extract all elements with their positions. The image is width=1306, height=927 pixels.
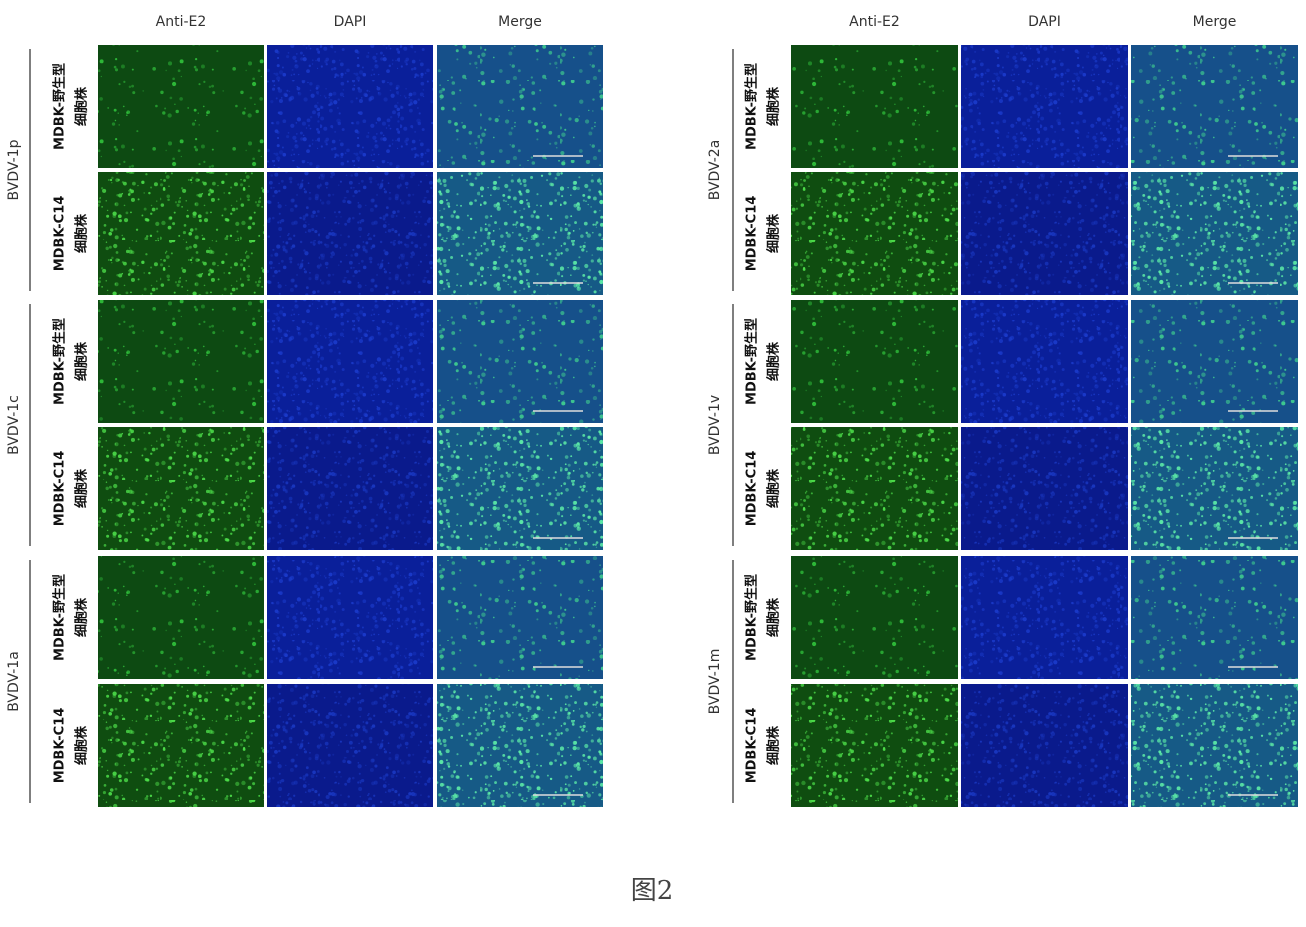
- micrograph: [437, 556, 603, 679]
- column-header: DAPI: [1028, 14, 1061, 30]
- micrograph: [437, 300, 603, 423]
- micrograph: [98, 300, 264, 423]
- row-label: 细胞株: [766, 86, 782, 126]
- column-header: Anti-E2: [849, 14, 900, 30]
- group-label: BVDV-2a: [707, 140, 723, 201]
- micrograph: [791, 556, 958, 679]
- group-label: BVDV-1c: [6, 395, 22, 455]
- micrograph: [267, 556, 433, 679]
- micrograph: [98, 427, 264, 550]
- micrograph: [267, 684, 433, 807]
- micrograph: [1131, 172, 1298, 295]
- micrograph: [1131, 556, 1298, 679]
- row-label: 细胞株: [74, 86, 90, 126]
- row-label: MDBK-C14: [745, 196, 760, 272]
- row-label: MDBK-野生型: [52, 574, 68, 661]
- micrograph: [437, 427, 603, 550]
- micrograph: [1131, 684, 1298, 807]
- row-label: 细胞株: [74, 468, 90, 508]
- row-label: MDBK-C14: [53, 708, 68, 784]
- micrograph: [98, 45, 264, 168]
- row-label: MDBK-野生型: [52, 63, 68, 150]
- micrograph: [1131, 45, 1298, 168]
- micrograph: [961, 684, 1128, 807]
- micrograph: [961, 45, 1128, 168]
- micrograph: [267, 172, 433, 295]
- caption: 图2: [631, 876, 674, 906]
- micrograph: [791, 300, 958, 423]
- row-label: 细胞株: [74, 341, 90, 381]
- group-label: BVDV-1p: [6, 139, 22, 200]
- column-header: Anti-E2: [156, 14, 207, 30]
- micrograph: [437, 172, 603, 295]
- row-label: 细胞株: [766, 597, 782, 637]
- column-header: Merge: [498, 14, 542, 30]
- row-label: MDBK-野生型: [744, 318, 760, 405]
- row-label: MDBK-野生型: [52, 318, 68, 405]
- micrograph: [1131, 427, 1298, 550]
- micrograph: [961, 172, 1128, 295]
- row-label: MDBK-C14: [53, 196, 68, 272]
- micrograph: [267, 45, 433, 168]
- micrograph: [961, 427, 1128, 550]
- row-label: MDBK-野生型: [744, 574, 760, 661]
- micrograph: [961, 556, 1128, 679]
- micrograph: [267, 427, 433, 550]
- row-label: MDBK-C14: [53, 451, 68, 527]
- micrograph: [437, 45, 603, 168]
- micrograph: [1131, 300, 1298, 423]
- row-label: 细胞株: [766, 213, 782, 253]
- column-header: Merge: [1193, 14, 1237, 30]
- group-label: BVDV-1a: [6, 651, 22, 712]
- row-label: MDBK-C14: [745, 708, 760, 784]
- micrograph: [98, 684, 264, 807]
- group-label: BVDV-1m: [707, 649, 723, 715]
- micrograph: [791, 684, 958, 807]
- row-label: 细胞株: [766, 341, 782, 381]
- column-header: DAPI: [334, 14, 367, 30]
- row-label: 细胞株: [766, 468, 782, 508]
- row-label: MDBK-C14: [745, 451, 760, 527]
- micrograph: [791, 172, 958, 295]
- micrograph: [791, 45, 958, 168]
- row-label: 细胞株: [74, 725, 90, 765]
- row-label: 细胞株: [74, 597, 90, 637]
- micrograph: [98, 556, 264, 679]
- micrograph: [791, 427, 958, 550]
- micrograph: [961, 300, 1128, 423]
- micrograph: [267, 300, 433, 423]
- row-label: 细胞株: [74, 213, 90, 253]
- row-label: MDBK-野生型: [744, 63, 760, 150]
- micrograph: [437, 684, 603, 807]
- micrograph: [98, 172, 264, 295]
- row-label: 细胞株: [766, 725, 782, 765]
- group-label: BVDV-1v: [707, 395, 723, 455]
